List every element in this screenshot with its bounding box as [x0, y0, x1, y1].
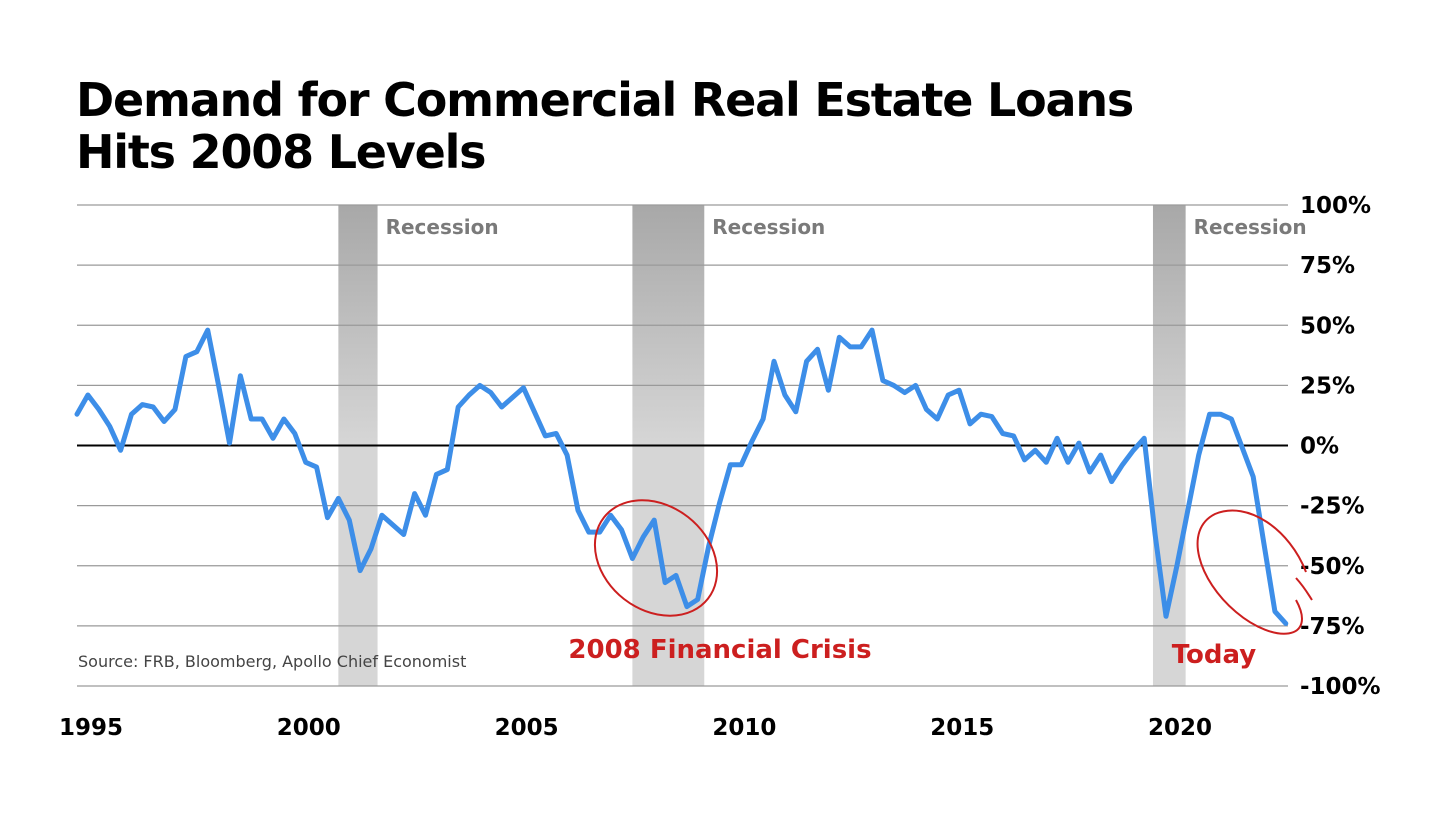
- y-tick-label: 50%: [1300, 313, 1355, 339]
- series-line: [74, 327, 1289, 626]
- x-tick-label: 2015: [930, 715, 994, 741]
- x-tick-label: 2010: [712, 715, 776, 741]
- crisis-annotation: 2008 Financial Crisis: [568, 635, 871, 665]
- crisis-highlight-circle: [593, 499, 719, 617]
- y-tick-label: -50%: [1300, 554, 1365, 580]
- y-tick-label: -75%: [1300, 614, 1365, 640]
- chart-title: Demand for Commercial Real Estate Loans …: [76, 73, 1134, 179]
- x-tick-label: 1995: [59, 715, 123, 741]
- today-highlight-tick: [1295, 577, 1313, 601]
- series-line-group: [74, 327, 1289, 626]
- source-note: Source: FRB, Bloomberg, Apollo Chief Eco…: [78, 652, 466, 671]
- x-tick-label: 2005: [495, 715, 559, 741]
- axis-labels: 100% 75% 50% 25% 0% -25% -50% -75% -100% 1995 2000…: [59, 193, 1381, 741]
- gridlines: [77, 204, 1288, 687]
- recession-label: Recession: [1194, 215, 1307, 239]
- recession-label: Recession: [712, 215, 825, 239]
- y-tick-label: -25%: [1300, 494, 1365, 520]
- today-highlight-circle: [1196, 509, 1307, 635]
- y-tick-label: 0%: [1300, 434, 1339, 460]
- chart-title-line-2: Hits 2008 Levels: [76, 125, 487, 179]
- recession-label: Recession: [386, 215, 499, 239]
- annotations: 2008 Financial Crisis Today Source: FRB,…: [78, 499, 1313, 671]
- x-tick-label: 2020: [1148, 715, 1212, 741]
- chart-title-line-1: Demand for Commercial Real Estate Loans: [76, 73, 1134, 127]
- x-tick-label: 2000: [277, 715, 341, 741]
- today-annotation: Today: [1172, 640, 1257, 670]
- y-tick-label: -100%: [1300, 674, 1381, 700]
- y-tick-label: 75%: [1300, 253, 1355, 279]
- y-tick-label: 25%: [1300, 373, 1355, 399]
- y-tick-label: 100%: [1300, 193, 1371, 219]
